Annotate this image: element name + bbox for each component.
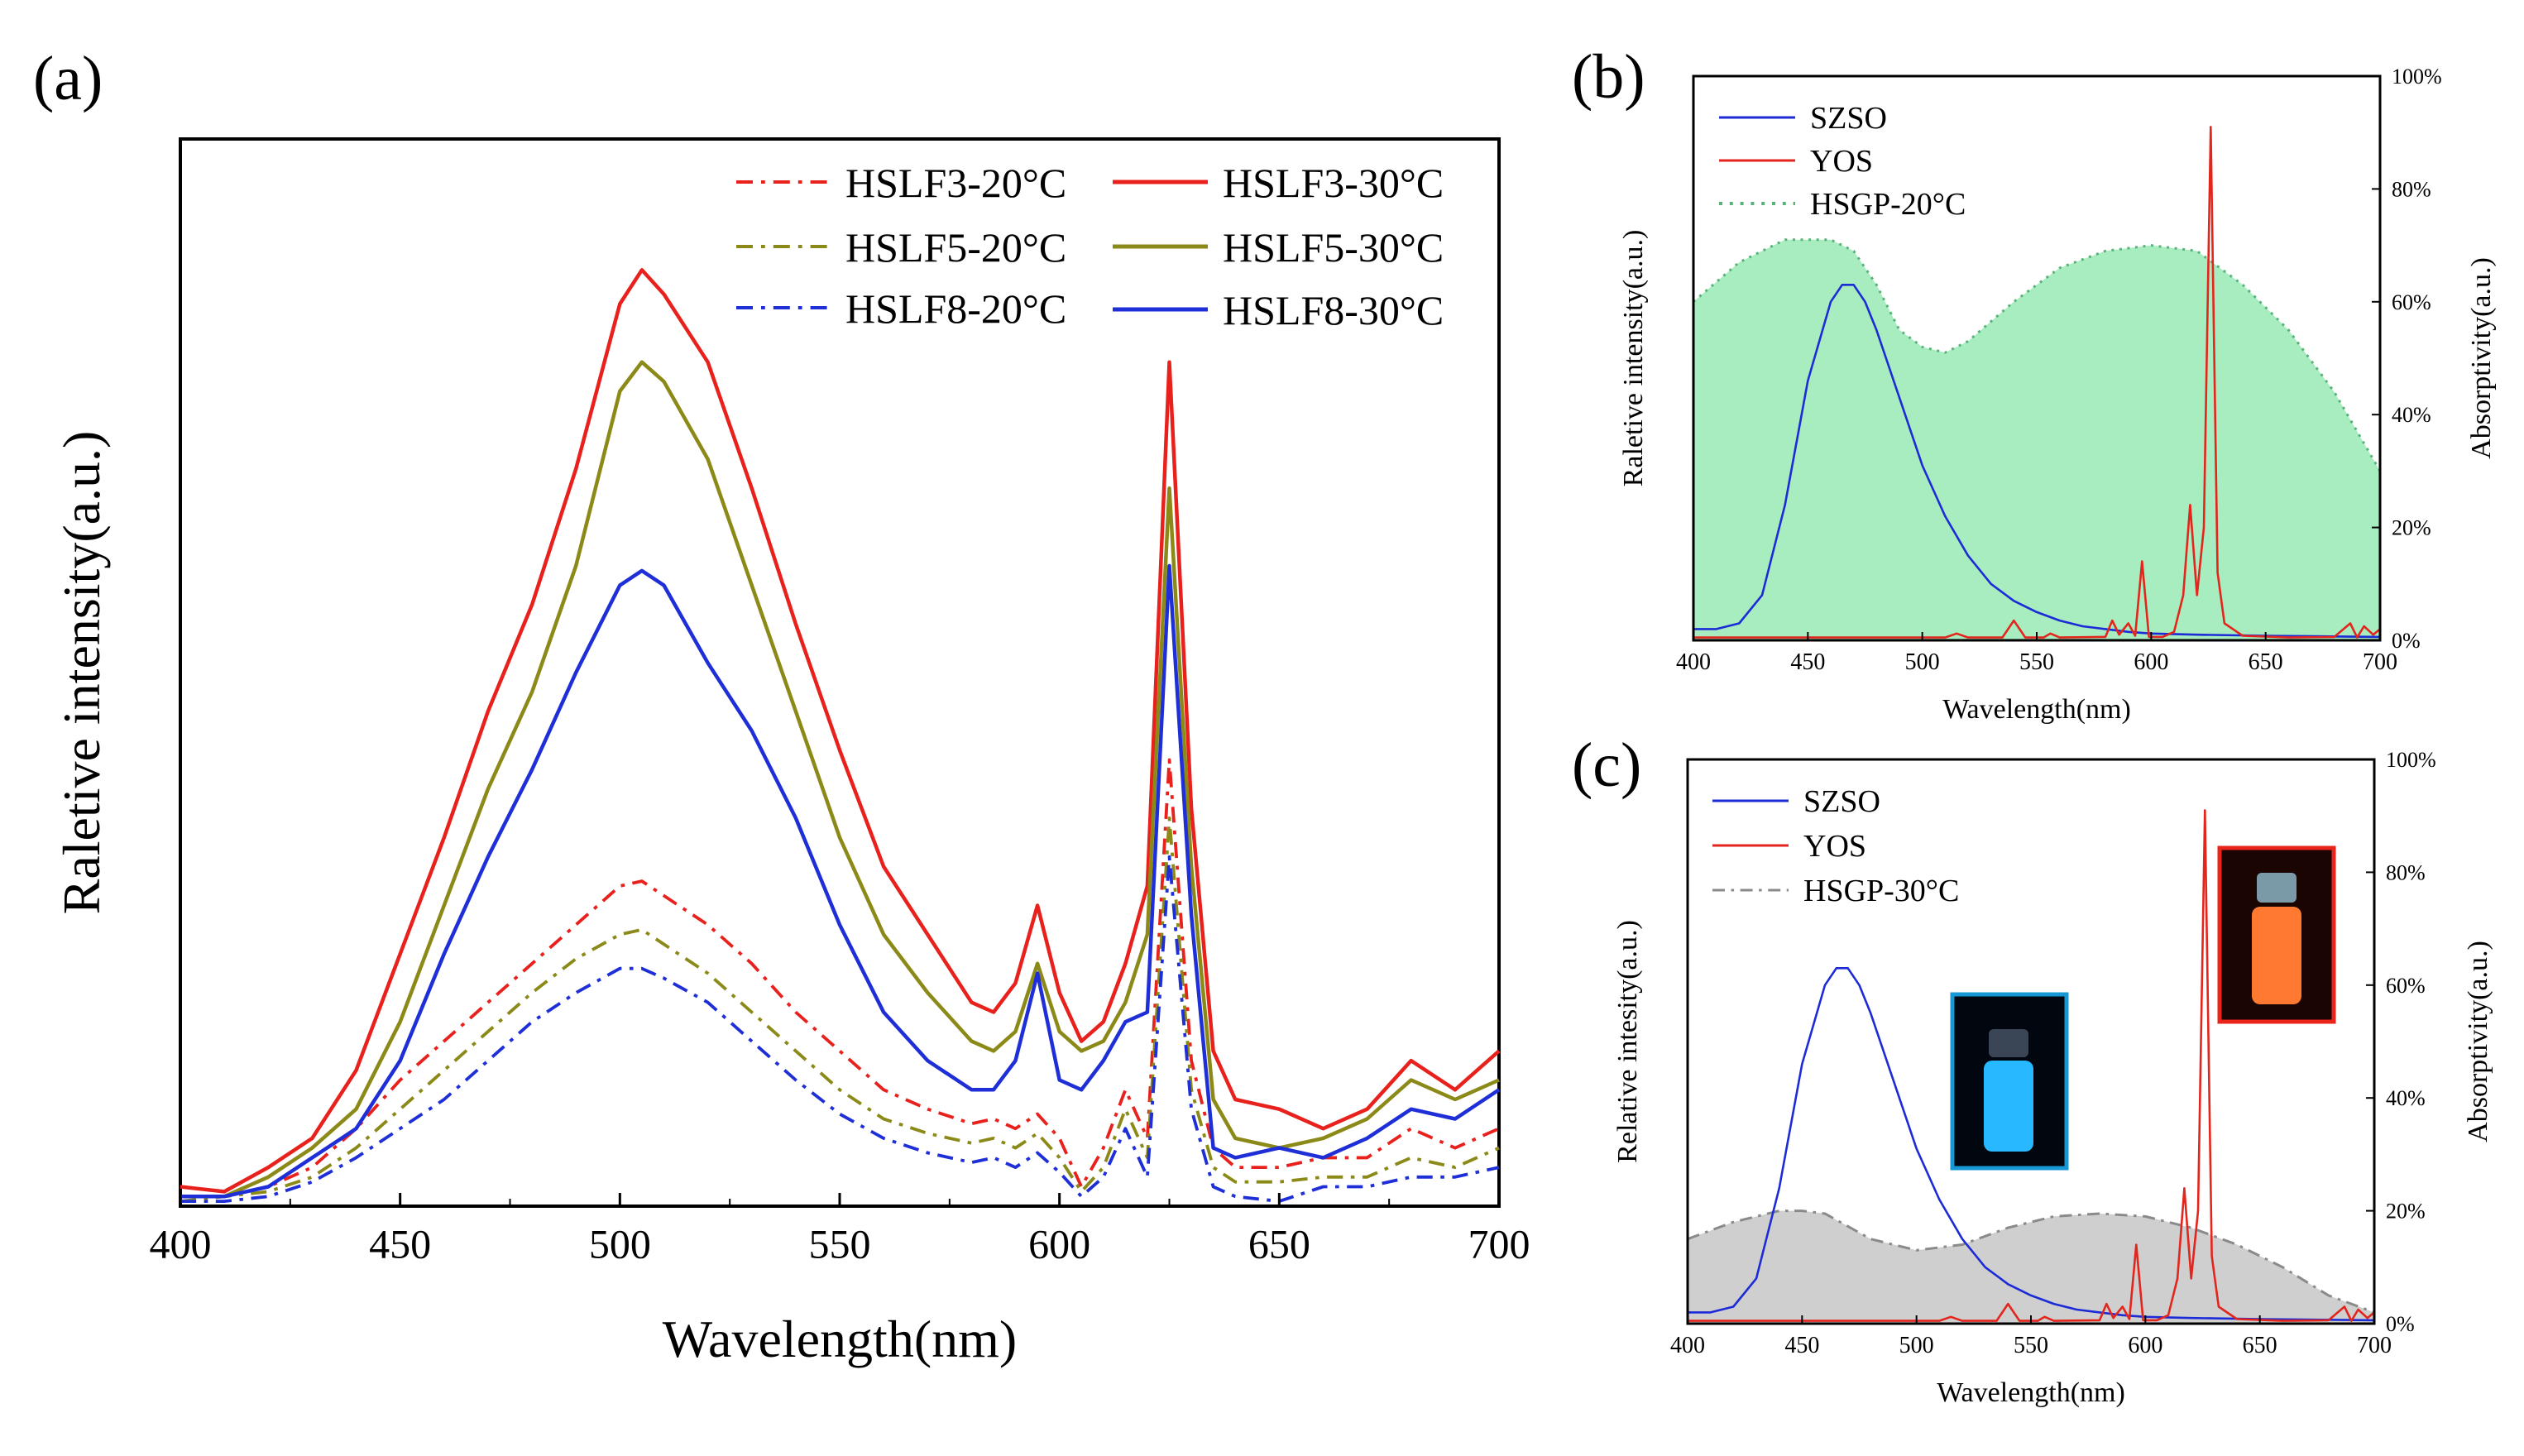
orange-emitting-sample-vial-photo xyxy=(2217,845,2336,1024)
x-tick-label: 600 xyxy=(2128,1333,2162,1358)
x-tick-label: 500 xyxy=(1899,1333,1934,1358)
series-line-hslf8-20 xyxy=(180,855,1500,1204)
x-tick-label: 450 xyxy=(1790,649,1825,675)
panel-a-legend: HSLF3-20°C HSLF5-20°C HSLF8-20°C HSLF3-3… xyxy=(736,160,1444,333)
panel-c: (c) 400 450 500 550 600 650 700 0% 20% 40% 60% 80%… xyxy=(1572,730,2493,1408)
right-y-tick-label: 60% xyxy=(2392,290,2431,314)
x-tick-label: 450 xyxy=(1784,1333,1819,1358)
x-tick-label: 400 xyxy=(1676,649,1711,675)
panel-c-y-axis-label: Relative intesity(a.u.) xyxy=(1612,920,1643,1163)
panel-b-x-ticks: 400 450 500 550 600 650 700 xyxy=(1676,632,2397,675)
vial-glow-blue xyxy=(1984,1061,2033,1152)
panel-b-legend: SZSO YOS HSGP-20°C xyxy=(1719,101,1966,222)
absorption-area-hsgp-30 xyxy=(1688,1210,2374,1324)
x-tick-label: 550 xyxy=(2019,649,2054,675)
legend-label-hslf5-20: HSLF5-20°C xyxy=(845,224,1066,271)
legend-label-hsgp-30: HSGP-30°C xyxy=(1803,874,1959,908)
x-tick-label: 700 xyxy=(1468,1221,1530,1267)
legend-label-szso: SZSO xyxy=(1810,101,1887,136)
panel-a-y-axis-label: Raletive intensity(a.u.) xyxy=(52,431,111,915)
right-y-tick-label: 0% xyxy=(2392,629,2421,653)
right-y-tick-label: 20% xyxy=(2386,1200,2426,1224)
series-line-hslf5-30 xyxy=(180,360,1500,1199)
panel-b-right-y-ticks: 0% 20% 40% 60% 80% 100% xyxy=(2372,65,2442,653)
x-tick-label: 600 xyxy=(1028,1221,1090,1267)
series-line-hslf5-20 xyxy=(180,816,1500,1204)
x-tick-label: 500 xyxy=(589,1221,651,1267)
panel-b-x-axis-label: Wavelength(nm) xyxy=(1942,694,2131,725)
panel-b-right-y-axis-label: Absorptivity(a.u.) xyxy=(2466,257,2497,459)
x-tick-label: 550 xyxy=(2014,1333,2048,1358)
vial-cap xyxy=(1989,1029,2028,1057)
panel-c-absorption-area xyxy=(1687,1209,2375,1324)
right-y-tick-label: 100% xyxy=(2392,65,2442,89)
right-y-tick-label: 40% xyxy=(2392,403,2431,427)
x-tick-label: 500 xyxy=(1905,649,1940,675)
absorption-area-hsgp-20 xyxy=(1693,239,2380,640)
x-tick-label: 450 xyxy=(369,1221,431,1267)
legend-label-yos: YOS xyxy=(1803,829,1866,864)
panel-a-x-ticks: 400 450 500 550 600 650 700 xyxy=(150,1193,1530,1267)
right-y-tick-label: 80% xyxy=(2386,860,2426,884)
panel-b-y-axis-label: Raletive intensity(a.u.) xyxy=(1618,230,1649,487)
series-line-szso xyxy=(1693,284,2381,639)
right-y-tick-label: 60% xyxy=(2386,974,2426,998)
panel-b-label: (b) xyxy=(1572,42,1645,112)
x-tick-label: 650 xyxy=(1248,1221,1310,1267)
right-y-tick-label: 20% xyxy=(2392,516,2431,540)
vial-glow-orange xyxy=(2252,907,2301,1004)
series-line-hslf3-20 xyxy=(180,758,1500,1199)
right-y-tick-label: 80% xyxy=(2392,177,2431,201)
series-line-hslf3-30 xyxy=(180,268,1501,1194)
right-y-tick-label: 0% xyxy=(2386,1312,2415,1336)
panel-a-series-group xyxy=(180,268,1501,1204)
x-tick-label: 400 xyxy=(1670,1333,1705,1358)
panel-c-x-axis-label: Wavelength(nm) xyxy=(1937,1377,2125,1408)
series-line-yos xyxy=(1688,809,2375,1322)
legend-label-hsgp-20: HSGP-20°C xyxy=(1810,187,1966,222)
x-tick-label: 600 xyxy=(2134,649,2168,675)
panel-c-x-ticks: 400 450 500 550 600 650 700 xyxy=(1670,1315,2392,1358)
panel-c-right-y-axis-label: Absorptivity(a.u.) xyxy=(2463,941,2493,1142)
legend-label-szso: SZSO xyxy=(1803,784,1880,819)
series-line-hsgp-30 xyxy=(1687,1209,2375,1314)
blue-emitting-sample-vial-photo xyxy=(1950,992,2069,1171)
panel-c-right-y-ticks: 0% 20% 40% 60% 80% 100% xyxy=(2366,748,2436,1336)
series-line-szso xyxy=(1688,967,2375,1322)
panel-b-series-group xyxy=(1693,126,2381,639)
series-line-hsgp-20 xyxy=(1693,238,2382,472)
legend-label-hslf8-30: HSLF8-30°C xyxy=(1223,287,1444,333)
legend-label-hslf5-30: HSLF5-30°C xyxy=(1223,224,1444,271)
legend-label-hslf3-30: HSLF3-30°C xyxy=(1223,160,1444,206)
panel-b-absorption-area xyxy=(1693,238,2382,640)
panel-c-label: (c) xyxy=(1572,730,1641,800)
x-tick-label: 700 xyxy=(2357,1333,2392,1358)
x-tick-label: 650 xyxy=(2249,649,2283,675)
legend-label-hslf8-20: HSLF8-20°C xyxy=(845,285,1066,332)
series-line-yos xyxy=(1693,126,2381,639)
x-tick-label: 700 xyxy=(2363,649,2397,675)
panel-a-label: (a) xyxy=(33,44,103,113)
legend-label-yos: YOS xyxy=(1810,144,1873,179)
panel-a: (a) 400 450 500 550 600 650 700 Wavelength(nm)… xyxy=(33,44,1530,1368)
x-tick-label: 650 xyxy=(2243,1333,2277,1358)
x-tick-label: 550 xyxy=(809,1221,871,1267)
x-tick-label: 400 xyxy=(150,1221,212,1267)
panel-c-series-group xyxy=(1688,809,2375,1322)
vial-cap xyxy=(2257,873,2297,903)
legend-label-hslf3-20: HSLF3-20°C xyxy=(845,160,1066,206)
panel-b: (b) 400 450 500 550 600 650 700 0% 20% 40% 60% 80%… xyxy=(1572,42,2497,725)
panel-c-legend: SZSO YOS HSGP-30°C xyxy=(1712,784,1959,908)
series-line-hslf8-30 xyxy=(180,563,1501,1199)
right-y-tick-label: 100% xyxy=(2386,748,2436,772)
panel-a-x-axis-label: Wavelength(nm) xyxy=(663,1310,1017,1368)
right-y-tick-label: 40% xyxy=(2386,1086,2426,1110)
